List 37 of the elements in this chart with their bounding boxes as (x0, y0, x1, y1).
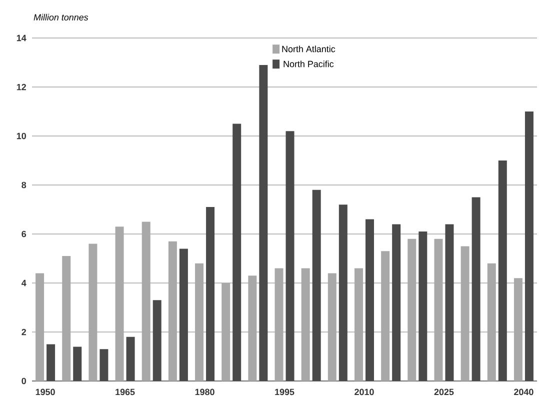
x-tick-label: 1965 (116, 388, 135, 396)
bar (206, 207, 215, 381)
bar (472, 197, 480, 381)
y-tick-label: 10 (16, 132, 26, 140)
y-tick-label: 12 (16, 84, 26, 90)
y-tick-label: 4 (22, 280, 26, 286)
bar (524, 112, 534, 381)
legend-label: North Pacific (284, 60, 334, 68)
bar (338, 204, 348, 381)
y-tick-label: 14 (16, 34, 26, 42)
bar (418, 232, 428, 381)
bar (286, 131, 294, 381)
x-tick-label: 2040 (514, 388, 534, 396)
bar (392, 224, 401, 381)
bar (365, 219, 374, 381)
bar (46, 344, 56, 381)
x-tick-label: 1995 (275, 388, 294, 396)
x-tick-label: 2010 (354, 388, 374, 396)
y-tick-label: 2 (22, 328, 26, 336)
bar (100, 349, 108, 381)
x-tick-label: 1950 (36, 388, 55, 396)
bar (498, 160, 507, 381)
y-tick-label: 0 (22, 378, 26, 384)
x-tick-label: 2025 (434, 388, 454, 396)
bar (445, 224, 454, 381)
x-tick-label: 1980 (195, 388, 214, 396)
y-tick-label: 6 (22, 230, 26, 238)
bar (73, 346, 82, 381)
bar (232, 124, 242, 381)
y-axis-title: Million tonnes (34, 14, 88, 20)
bar (179, 248, 188, 381)
legend-label: North Atlantic (282, 46, 336, 52)
bar (126, 336, 135, 381)
y-tick-label: 8 (22, 182, 26, 188)
bar (152, 300, 162, 381)
bar (259, 64, 268, 381)
bar (312, 190, 321, 381)
